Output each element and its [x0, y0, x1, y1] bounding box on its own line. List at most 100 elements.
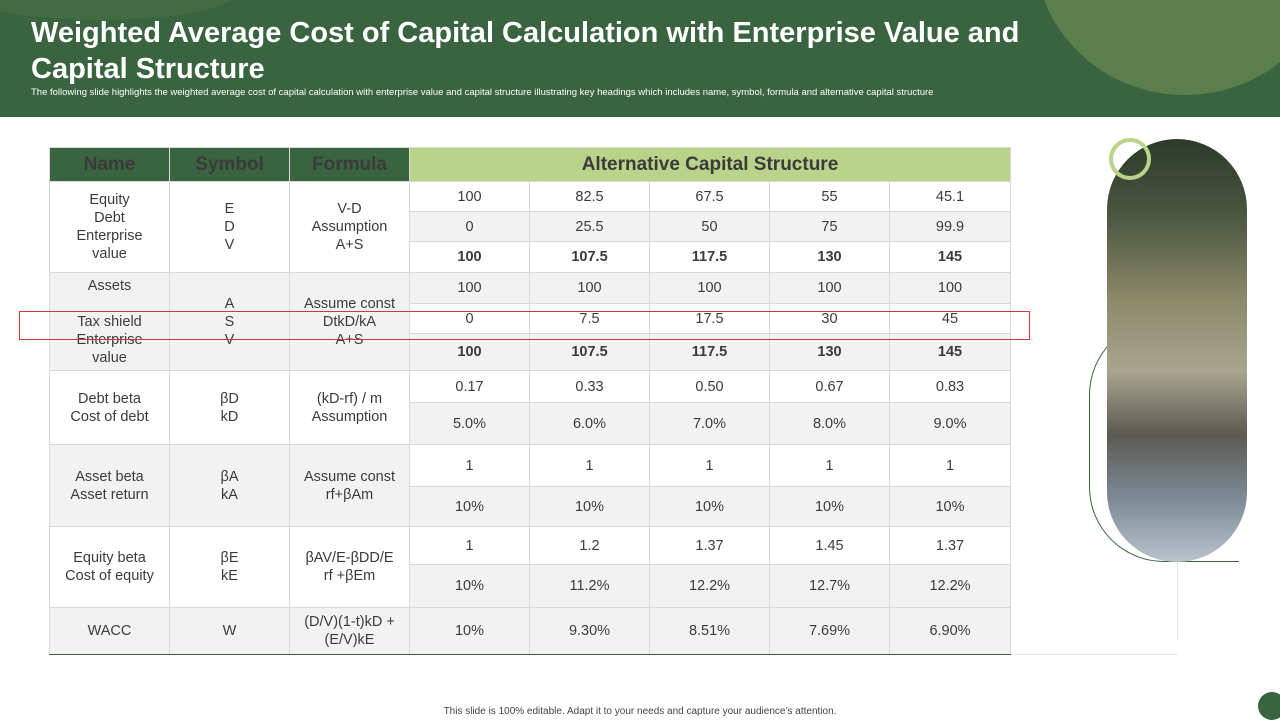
decor-outline-vline: [1177, 560, 1178, 640]
value-cell: 8.0%: [769, 402, 890, 445]
value-cell: 0.67: [769, 370, 890, 403]
value-cell: 7.0%: [649, 402, 770, 445]
value-cell: 7.5: [529, 303, 650, 334]
table-row: Asset beta Asset return βA kA Assume const…: [49, 444, 1011, 527]
value-cell: 55: [769, 181, 890, 212]
symbol-cell: βA kA: [169, 444, 290, 527]
table-row: Equity beta Cost of equity βE kE βAV/E-βDD…: [49, 526, 1011, 608]
value-cell: 11.2%: [529, 564, 650, 608]
name-cell: Debt beta Cost of debt: [49, 370, 170, 445]
value-cell: 45.1: [889, 181, 1011, 212]
name-cell: Assets Tax shield Enterprise value: [49, 272, 170, 371]
value-cell: 1: [889, 444, 1011, 487]
value-cell: 17.5: [649, 303, 770, 334]
highlight-box: [19, 311, 1030, 340]
value-cell: 1: [649, 444, 770, 487]
wacc-table: Name Symbol Formula Alternative Capital …: [49, 147, 1011, 655]
value-cell: 10%: [409, 607, 530, 655]
value-cell: 6.90%: [889, 607, 1011, 655]
table-row: Equity Debt Enterprise value E D V V-D Ass…: [49, 181, 1011, 273]
value-cell: 12.7%: [769, 564, 890, 608]
formula-cell: (D/V)(1-t)kD + (E/V)kE: [289, 607, 410, 655]
value-cell: 1.45: [769, 526, 890, 565]
value-cell: 0.83: [889, 370, 1011, 403]
table-row: 0 25.5 50 75 99.9: [50, 211, 1011, 242]
formula-cell: Assume const DtkD/kA A+S: [289, 272, 410, 371]
table-row: 10% 11.2% 12.2% 12.7% 12.2%: [50, 564, 1011, 608]
value-cell: 82.5: [529, 181, 650, 212]
value-cell: 10%: [409, 486, 530, 527]
decor-ring: [1109, 138, 1151, 180]
value-cell: 10%: [769, 486, 890, 527]
header-alternative-capital-structure: Alternative Capital Structure: [409, 147, 1011, 182]
value-cell: 1.37: [649, 526, 770, 565]
value-cell: 10%: [649, 486, 770, 527]
value-cell: 1: [409, 526, 530, 565]
header-name: Name: [49, 147, 170, 182]
value-cell: 107.5: [529, 241, 650, 273]
value-cell: 145: [889, 241, 1011, 273]
symbol-cell: βD kD: [169, 370, 290, 445]
value-cell: 10%: [529, 486, 650, 527]
value-cell: 25.5: [529, 211, 650, 242]
value-cell: 0: [409, 303, 530, 334]
value-cell: 117.5: [649, 241, 770, 273]
value-cell: 50: [649, 211, 770, 242]
formula-cell: (kD-rf) / m Assumption: [289, 370, 410, 445]
page-subtitle: The following slide highlights the weigh…: [31, 87, 934, 98]
symbol-cell: βE kE: [169, 526, 290, 608]
header-symbol: Symbol: [169, 147, 290, 182]
symbol-cell: W: [169, 607, 290, 655]
table-row: 5.0% 6.0% 7.0% 8.0% 9.0%: [50, 402, 1011, 445]
office-photo: [1107, 139, 1247, 562]
value-cell: 100: [529, 272, 650, 304]
value-cell: 1.2: [529, 526, 650, 565]
value-cell: 100: [889, 272, 1011, 304]
value-cell: 10%: [889, 486, 1011, 527]
name-cell: Equity Debt Enterprise value: [49, 181, 170, 273]
value-cell: 1: [769, 444, 890, 487]
formula-cell: βAV/E-βDD/E rf +βEm: [289, 526, 410, 608]
value-cell: 5.0%: [409, 402, 530, 445]
value-cell: 9.30%: [529, 607, 650, 655]
value-cell: 10%: [409, 564, 530, 608]
name-cell: Asset beta Asset return: [49, 444, 170, 527]
table-row: WACC W (D/V)(1-t)kD + (E/V)kE 10% 9.30% 8.51%…: [49, 607, 1011, 655]
name-cell: Equity beta Cost of equity: [49, 526, 170, 608]
value-cell: 12.2%: [889, 564, 1011, 608]
header-formula: Formula: [289, 147, 410, 182]
value-cell: 99.9: [889, 211, 1011, 242]
value-cell: 130: [769, 241, 890, 273]
value-cell: 1: [409, 444, 530, 487]
symbol-cell: E D V: [169, 181, 290, 273]
value-cell: 100: [409, 272, 530, 304]
footer-note: This slide is 100% editable. Adapt it to…: [443, 706, 837, 717]
value-cell: 100: [649, 272, 770, 304]
value-cell: 1.37: [889, 526, 1011, 565]
name-cell: WACC: [49, 607, 170, 655]
table-row: 10% 10% 10% 10% 10%: [50, 486, 1011, 527]
value-cell: 0: [409, 211, 530, 242]
value-cell: 6.0%: [529, 402, 650, 445]
value-cell: 8.51%: [649, 607, 770, 655]
value-cell: 12.2%: [649, 564, 770, 608]
value-cell: 100: [409, 241, 530, 273]
value-cell: 100: [769, 272, 890, 304]
table-row: Debt beta Cost of debt βD kD (kD-rf) / m A…: [49, 370, 1011, 445]
decor-outline-line: [1010, 654, 1178, 655]
value-cell: 1: [529, 444, 650, 487]
value-cell: 75: [769, 211, 890, 242]
corner-decor-dot: [1258, 692, 1280, 720]
value-cell: 0.50: [649, 370, 770, 403]
page-title: Weighted Average Cost of Capital Calcula…: [31, 17, 1020, 85]
value-cell: 100: [409, 181, 530, 212]
value-cell: 7.69%: [769, 607, 890, 655]
value-cell: 67.5: [649, 181, 770, 212]
table-row: 100 107.5 117.5 130 145: [50, 241, 1011, 273]
value-cell: 9.0%: [889, 402, 1011, 445]
value-cell: 0.33: [529, 370, 650, 403]
formula-cell: V-D Assumption A+S: [289, 181, 410, 273]
value-cell: 0.17: [409, 370, 530, 403]
header-banner: Weighted Average Cost of Capital Calcula…: [0, 0, 1280, 117]
